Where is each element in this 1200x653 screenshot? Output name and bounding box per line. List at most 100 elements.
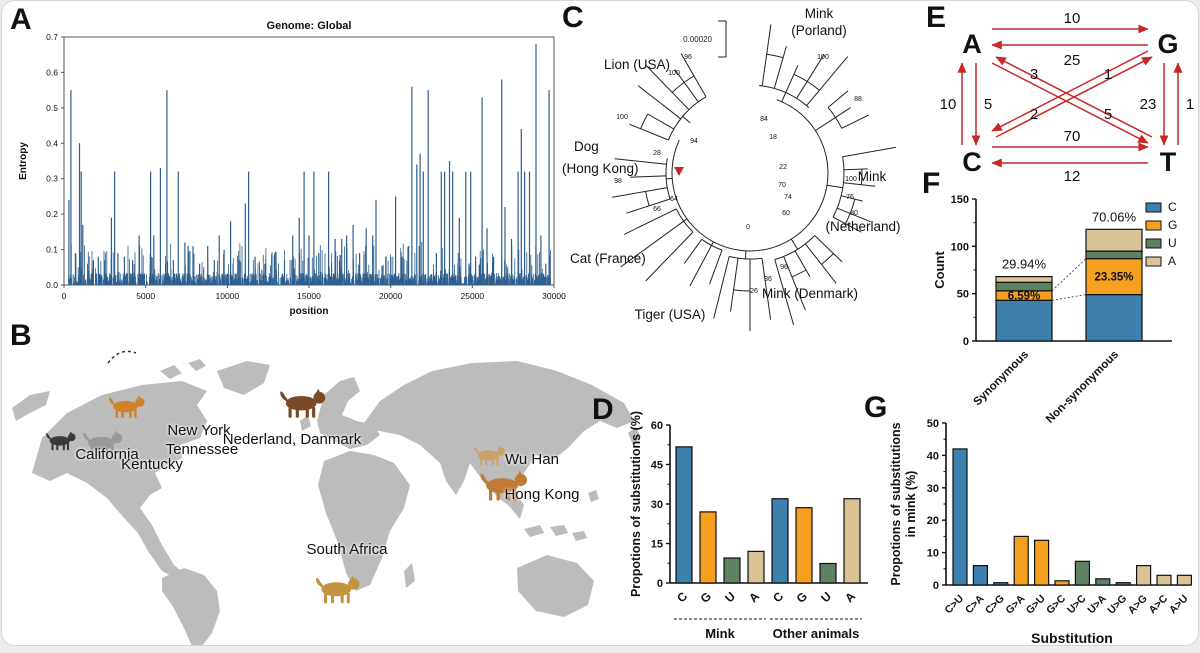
x-tick-label: G <box>698 589 715 606</box>
substitution-arrows <box>957 24 1183 168</box>
x-tick-label: 25000 <box>461 291 485 301</box>
x-tick-label: U>G <box>1105 593 1129 617</box>
branch <box>774 259 795 326</box>
phylo-tree-svg: 0.00020 Lion (USA) Mink (Porland) Mink (… <box>562 6 901 331</box>
x-tick-label: A>C <box>1147 592 1171 616</box>
y-tick-label: 0.4 <box>46 138 58 148</box>
x-tick-label: U <box>722 589 738 605</box>
japan <box>628 427 641 445</box>
alaska <box>12 391 50 421</box>
branch <box>682 116 691 124</box>
bootstrap-value: 22 <box>779 164 787 171</box>
map-label-south-africa: South Africa <box>306 541 388 558</box>
x-tick-label: 20000 <box>379 291 403 301</box>
bar <box>1034 539 1050 586</box>
label-mink-poland: Mink <box>805 6 834 21</box>
y-tick-label: 20 <box>927 515 939 527</box>
y-tick-label: 0 <box>933 580 939 592</box>
label-mink: Mink <box>858 169 887 184</box>
y-tick-label: 60 <box>651 420 663 432</box>
y-tick-label: 0 <box>657 578 663 590</box>
australia <box>517 555 594 617</box>
count-g-to-a: 25 <box>1064 52 1081 69</box>
count-t-to-g: 1 <box>1186 96 1194 113</box>
group-label: Other animals <box>773 626 860 641</box>
y-tick-label: 150 <box>951 194 969 206</box>
x-tick-label: 10000 <box>216 291 240 301</box>
bootstrap-value: 100 <box>616 114 628 121</box>
panel-f-letter: F <box>922 167 941 200</box>
count-a-to-c: 5 <box>984 96 992 113</box>
group-label: Mink <box>705 626 735 641</box>
mink-substitution-chart-svg: 0 10 20 30 40 50 Propotions of substitutions in… <box>889 418 1192 646</box>
bootstrap-value: 18 <box>769 134 777 141</box>
x-axis-label: Substitution <box>1031 630 1113 646</box>
bar <box>1176 574 1192 586</box>
bar <box>771 498 789 584</box>
y-tick-label: 0.7 <box>46 32 58 42</box>
count-t-to-a: 3 <box>1030 66 1038 83</box>
bar <box>723 557 741 584</box>
north-america <box>32 381 207 579</box>
branch <box>626 198 671 214</box>
bootstrap-value: 0 <box>746 224 750 231</box>
bar <box>1054 580 1070 586</box>
label-lion-usa: Lion (USA) <box>604 57 670 72</box>
branch <box>666 177 673 180</box>
y-tick-label: 30 <box>651 499 663 511</box>
branch <box>826 184 843 189</box>
branch <box>835 107 851 118</box>
bootstrap-value: 64 <box>670 196 678 203</box>
y-axis-label: Entropy <box>18 142 29 180</box>
bootstrap-value: 60 <box>782 210 790 217</box>
branch <box>785 64 799 93</box>
bar <box>1136 565 1152 586</box>
g-percent-label: 23.35% <box>1094 272 1133 284</box>
bootstrap-value: 76 <box>846 194 854 201</box>
branch <box>842 146 896 158</box>
sample-marker-triangle <box>674 167 684 176</box>
branch <box>614 158 667 165</box>
label-cat-france: Cat (France) <box>570 251 646 266</box>
connector-line <box>1051 294 1087 301</box>
branch-arc <box>667 96 707 141</box>
bar <box>1095 578 1111 586</box>
branch <box>790 238 799 250</box>
branch <box>827 90 849 108</box>
philippines <box>588 490 599 502</box>
count-c-to-g: 1 <box>1104 66 1112 83</box>
indonesia <box>524 525 587 541</box>
y-tick-label: 0.6 <box>46 67 58 77</box>
bar <box>699 511 717 584</box>
x-tick-label: G <box>794 589 811 606</box>
branch-arc <box>793 73 820 91</box>
bootstrap-value: 100 <box>817 54 829 61</box>
map-label-kentucky: Kentucky <box>121 456 183 473</box>
map-label-new-york: New York <box>167 422 231 439</box>
branch <box>837 207 871 223</box>
map-label-hong-kong: Hong Kong <box>504 486 580 503</box>
label-mink-poland-2: (Porland) <box>791 23 847 38</box>
branch <box>761 258 772 320</box>
branch <box>815 116 836 131</box>
count-a-to-t: 5 <box>1104 106 1112 123</box>
bar <box>795 507 813 584</box>
nucleotide-c: C <box>962 147 982 177</box>
panel-d-letter: D <box>592 393 614 426</box>
bar <box>747 550 765 584</box>
nucleotide-g: G <box>1157 29 1178 59</box>
x-tick-label: C>U <box>943 593 967 617</box>
stack-segment <box>1085 250 1143 260</box>
bootstrap-value: 80 <box>850 210 858 217</box>
y-axis-label: in mink (%) <box>904 471 918 538</box>
legend-swatch <box>1145 256 1162 267</box>
panel-a-letter: A <box>10 3 32 36</box>
branch <box>796 54 825 99</box>
bar <box>819 562 837 584</box>
x-tick-label: U>A <box>1085 592 1109 616</box>
label-dog: Dog <box>574 139 599 154</box>
x-tick-label: G>A <box>1003 592 1027 616</box>
count-c-to-a: 10 <box>940 96 957 113</box>
bootstrap-value: 96 <box>780 264 788 271</box>
bootstrap-value: 84 <box>760 116 768 123</box>
